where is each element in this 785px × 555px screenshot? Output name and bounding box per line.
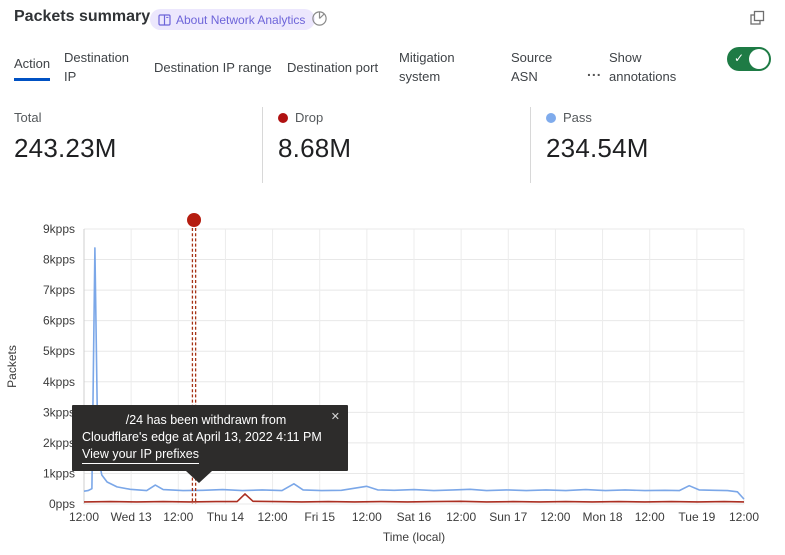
y-axis-title: Packets: [5, 345, 19, 388]
time-period-icon[interactable]: [311, 10, 328, 27]
annotation-dot[interactable]: [187, 213, 202, 227]
annotation-tooltip: /24 has been withdrawn from Cloudflare's…: [72, 405, 348, 483]
tooltip-arrow: [186, 471, 212, 483]
x-tick-label: Sat 16: [397, 510, 432, 524]
x-tick-label: 12:00: [352, 510, 382, 524]
stat-pass: Pass 234.54M: [546, 110, 649, 164]
badge-label: About Network Analytics: [176, 12, 306, 27]
drop-legend-dot: [278, 112, 288, 123]
dimension-tabs: Action Destination IP Destination IP ran…: [14, 42, 771, 92]
stat-total: Total 243.23M: [14, 110, 117, 164]
x-tick-label: 12:00: [163, 510, 193, 524]
annotations-toggle[interactable]: ✓: [727, 47, 771, 71]
x-tick-label: 12:00: [540, 510, 570, 524]
stats-divider: [262, 107, 263, 183]
toggle-knob: [749, 49, 769, 69]
x-tick-label: 12:00: [729, 510, 759, 524]
y-tick-label: 5kpps: [43, 344, 75, 358]
more-tabs-ellipsis-icon[interactable]: ...: [587, 62, 602, 79]
stat-drop-value: 8.68M: [278, 133, 352, 163]
tab-action[interactable]: Action: [14, 54, 64, 81]
tooltip-close-icon[interactable]: ✕: [330, 411, 340, 423]
tab-destination-ip-range[interactable]: Destination IP range: [154, 59, 272, 75]
y-tick-label: 2kpps: [43, 436, 75, 450]
series-line-pass: [83, 247, 745, 500]
x-tick-label: Fri 15: [304, 510, 335, 524]
x-tick-label: 12:00: [69, 510, 99, 524]
stat-total-label: Total: [14, 110, 42, 125]
pass-legend-dot: [546, 112, 556, 123]
x-tick-label: Tue 19: [678, 510, 715, 524]
x-tick-label: Wed 13: [111, 510, 152, 524]
x-tick-label: 12:00: [446, 510, 476, 524]
x-tick-label: Sun 17: [489, 510, 527, 524]
about-network-analytics-badge[interactable]: About Network Analytics: [150, 9, 316, 30]
stat-pass-value: 234.54M: [546, 133, 649, 163]
toggle-check-icon: ✓: [734, 51, 745, 65]
stats-divider: [530, 107, 531, 183]
x-axis-title: Time (local): [383, 530, 445, 544]
y-tick-label: 3kpps: [43, 405, 75, 419]
y-tick-label: 7kpps: [43, 283, 75, 297]
stat-pass-label: Pass: [563, 110, 592, 125]
tab-destination-port[interactable]: Destination port: [287, 59, 379, 75]
page-title: Packets summary: [14, 8, 151, 25]
y-tick-label: 6kpps: [43, 314, 75, 328]
view-ip-prefixes-link[interactable]: View your IP prefixes: [82, 446, 199, 464]
tooltip-line1: /24 has been withdrawn from: [125, 413, 287, 427]
y-tick-label: 0pps: [49, 497, 75, 511]
stat-drop: Drop 8.68M: [278, 110, 351, 164]
tooltip-line2: Cloudflare's edge at April 13, 2022 4:11…: [82, 430, 322, 444]
tab-mitigation-system[interactable]: Mitigation system: [399, 50, 455, 84]
expand-popout-icon[interactable]: [748, 9, 766, 27]
x-tick-label: Thu 14: [207, 510, 245, 524]
x-tick-label: Mon 18: [583, 510, 623, 524]
stat-total-value: 243.23M: [14, 133, 117, 163]
y-tick-label: 4kpps: [43, 375, 75, 389]
show-annotations-label: Show annotations: [609, 50, 677, 84]
packets-time-series-chart[interactable]: 9kpps 8kpps 7kpps 6kpps 5kpps 4kpps 3kpps 2kpps…: [0, 205, 785, 555]
x-tick-label: 12:00: [635, 510, 665, 524]
y-tick-label: 9kpps: [43, 222, 75, 236]
tab-destination-ip[interactable]: Destination IP: [64, 50, 130, 84]
tab-source-asn[interactable]: Source ASN: [511, 50, 553, 84]
tab-action-label: Action: [14, 54, 51, 81]
x-tick-label: 12:00: [258, 510, 288, 524]
book-icon: [158, 13, 171, 26]
series-line-drop: [83, 493, 745, 503]
y-tick-label: 1kpps: [43, 466, 75, 480]
stat-drop-label: Drop: [295, 110, 324, 125]
y-tick-label: 8kpps: [43, 253, 75, 267]
